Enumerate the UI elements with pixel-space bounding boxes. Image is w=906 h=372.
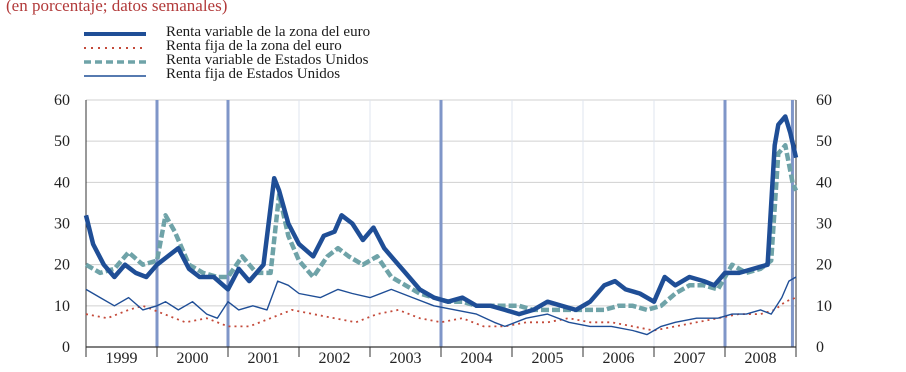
- x-tick-label: 2008: [745, 350, 777, 367]
- y-tick-label-right: 30: [816, 216, 832, 233]
- legend-label: Renta fija de la zona del euro: [166, 38, 342, 54]
- x-tick-label: 2007: [674, 350, 706, 367]
- legend-label: Renta variable de Estados Unidos: [166, 52, 369, 68]
- y-tick-label-right: 40: [816, 174, 832, 191]
- x-tick-label: 2005: [532, 350, 564, 367]
- legend-swatch-thick: [84, 32, 146, 36]
- y-tick-label-right: 50: [816, 133, 832, 150]
- y-tick-label-right: 0: [816, 339, 824, 356]
- y-tick-label-left: 30: [54, 216, 70, 233]
- y-tick-label-left: 40: [54, 174, 70, 191]
- legend-label: Renta fija de Estados Unidos: [166, 66, 341, 82]
- legend-swatch-thin: [84, 75, 146, 77]
- chart-subtitle: (en porcentaje; datos semanales): [6, 0, 228, 15]
- x-tick-label: 2001: [248, 350, 280, 367]
- x-tick-label: 2006: [603, 350, 635, 367]
- y-tick-label-left: 0: [62, 339, 70, 356]
- legend-label: Renta variable de la zona del euro: [166, 24, 371, 40]
- y-tick-label-left: 10: [54, 298, 70, 315]
- x-tick-label: 1999: [106, 350, 138, 367]
- y-tick-label-right: 60: [816, 92, 832, 109]
- series-line-euro-equity: [83, 114, 799, 317]
- x-tick-label: 2000: [177, 350, 209, 367]
- y-tick-label-left: 60: [54, 92, 70, 109]
- y-tick-label-right: 20: [816, 257, 832, 274]
- x-tick-label: 2002: [319, 350, 351, 367]
- x-tick-label: 2004: [461, 350, 493, 367]
- y-tick-label-left: 20: [54, 257, 70, 274]
- y-tick-label-left: 50: [54, 133, 70, 150]
- y-tick-label-right: 10: [816, 298, 832, 315]
- series-line-us-equity: [84, 143, 799, 313]
- x-tick-label: 2003: [390, 350, 422, 367]
- series-line-us-bonds: [85, 276, 797, 336]
